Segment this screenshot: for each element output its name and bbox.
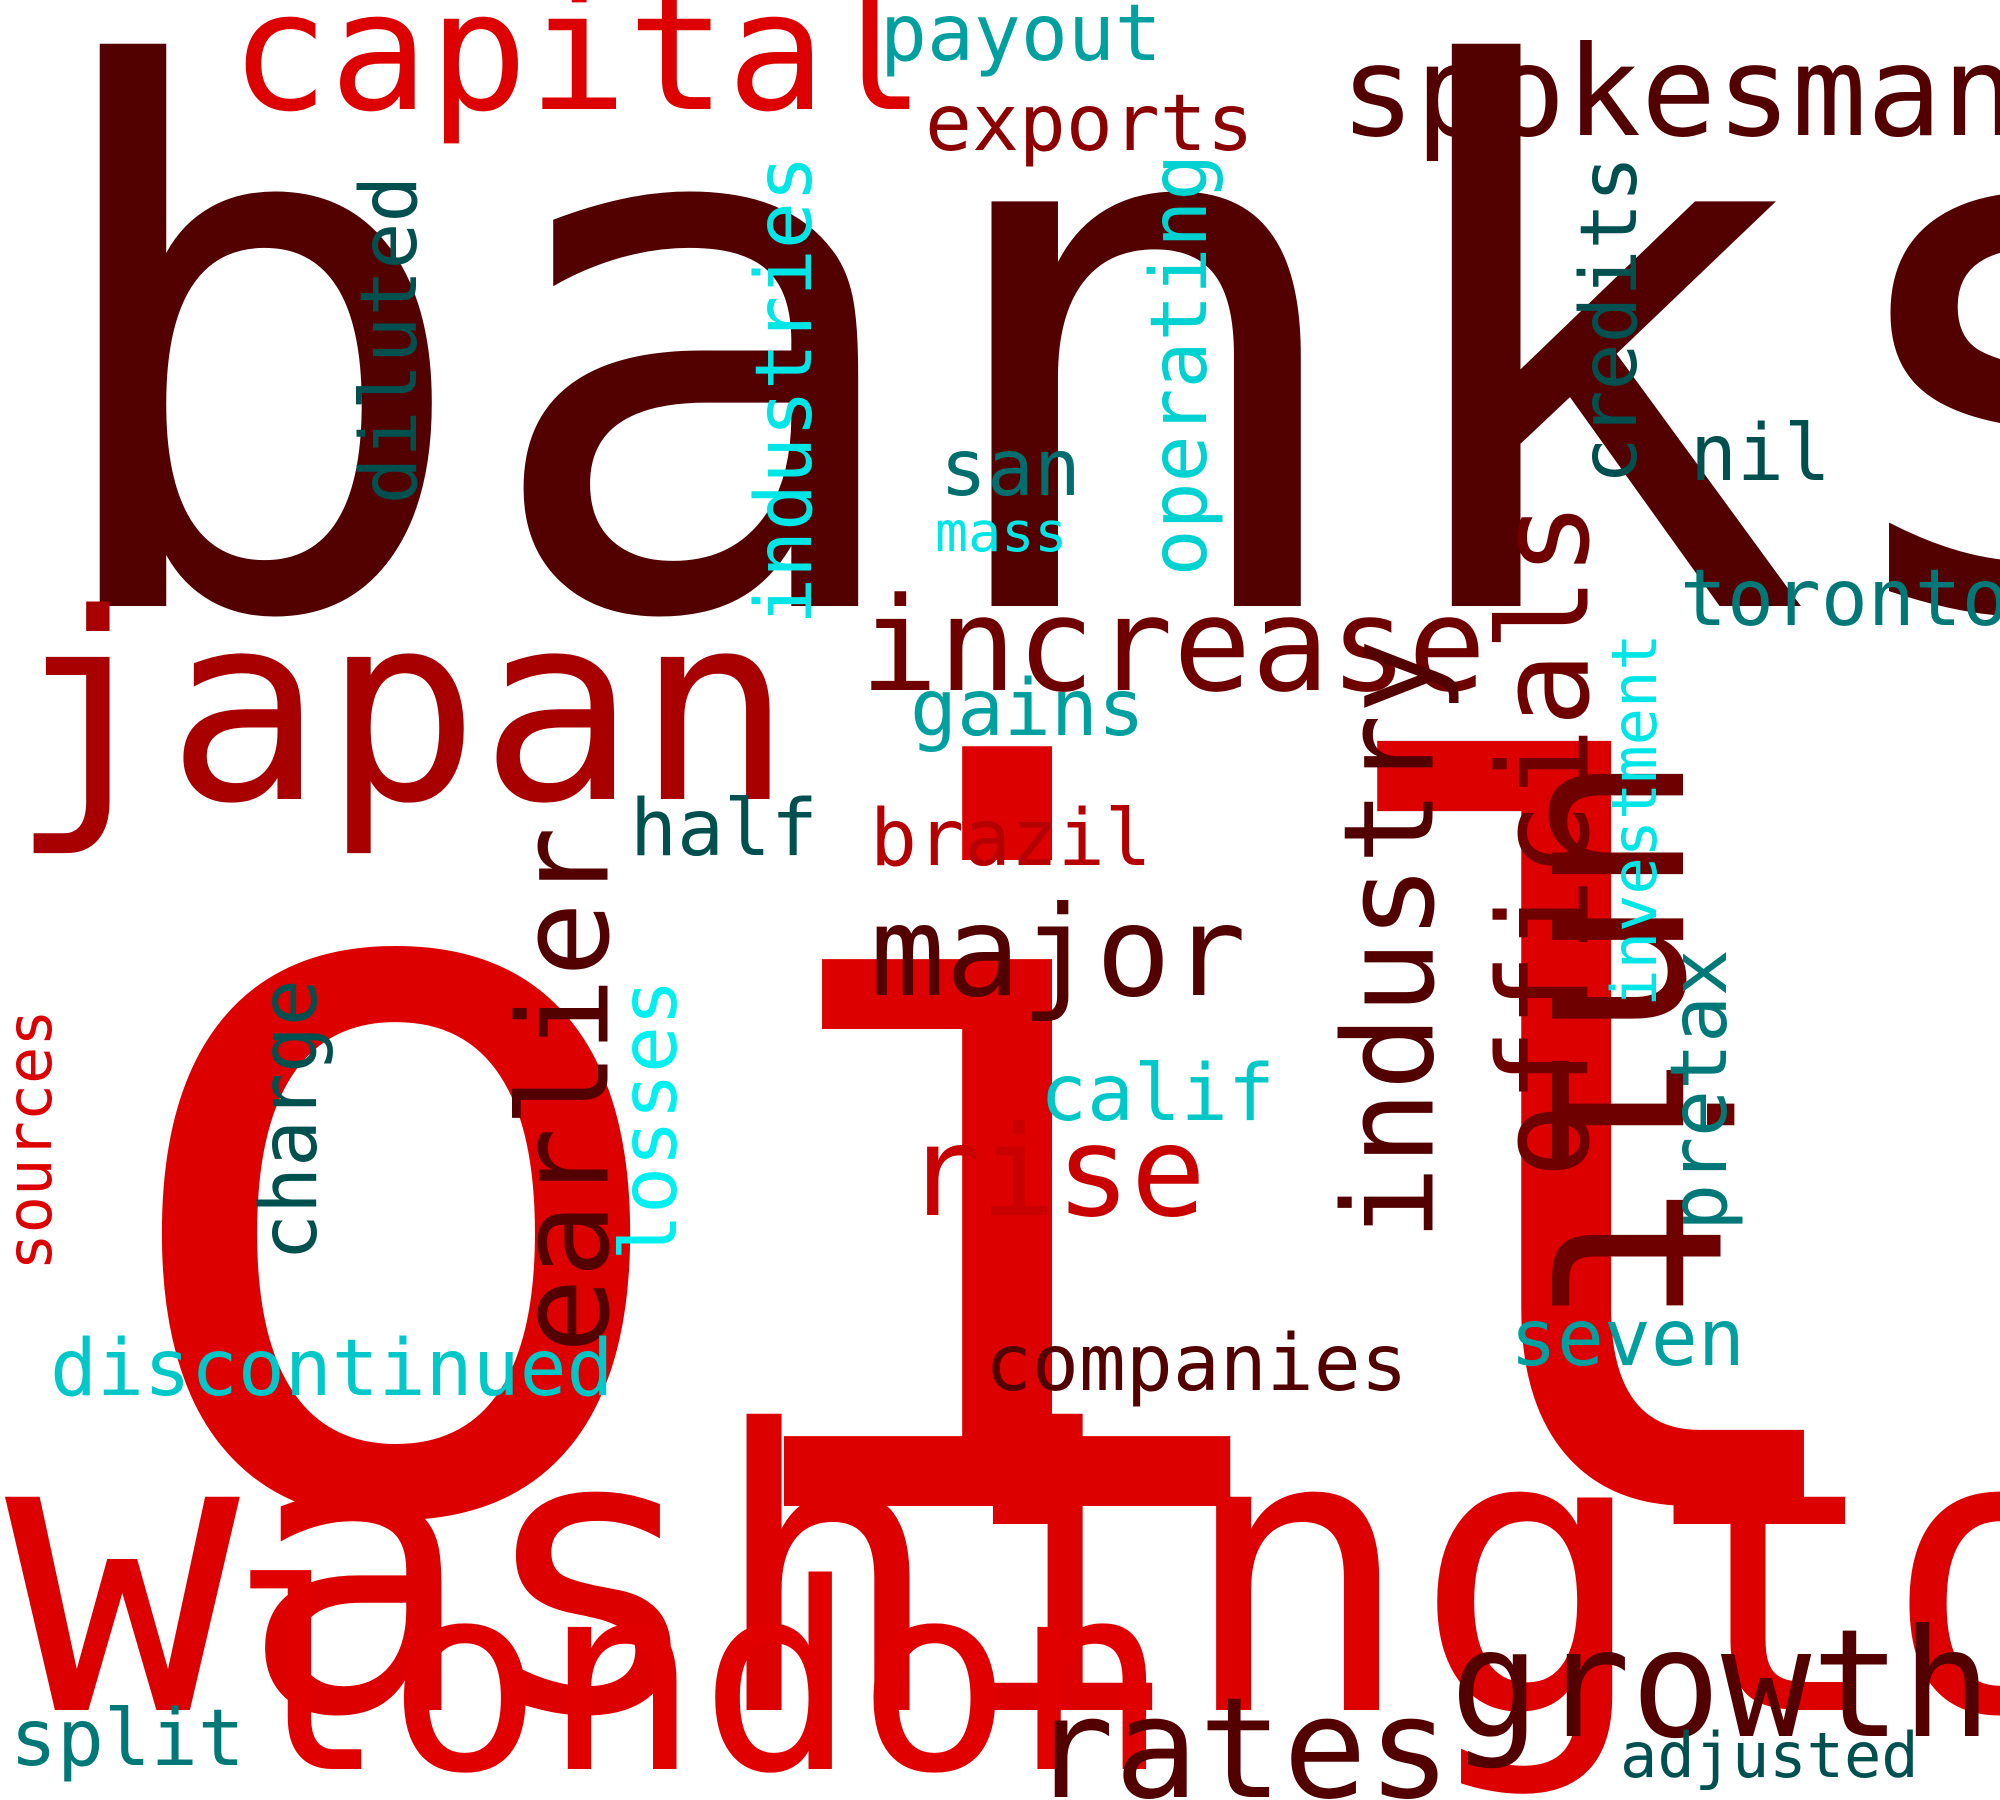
word-seven: seven — [1510, 1294, 1745, 1384]
word-washington: washington — [5, 1348, 2000, 1800]
word-spokesman: spokesman — [1340, 20, 2000, 165]
word-half: half — [630, 784, 818, 874]
word-charge: charge — [245, 979, 335, 1261]
word-major: major — [870, 880, 1247, 1025]
word-rise: rise — [905, 1100, 1207, 1245]
word-officials: officials — [1472, 501, 1618, 1179]
word-brazil: brazil — [870, 794, 1152, 884]
word-san: san — [940, 424, 1081, 514]
word-toronto: toronto — [1680, 554, 2000, 644]
word-london: london — [230, 1529, 1170, 1800]
word-industries: industries — [740, 155, 830, 625]
word-nil: nil — [1690, 409, 1831, 499]
word-companies: companies — [985, 1319, 1408, 1409]
word-split: split — [10, 1694, 245, 1784]
word-banks: banks — [30, 0, 2000, 781]
word-growth: growth — [1450, 1598, 1992, 1772]
word-exports: exports — [925, 79, 1254, 169]
word-adjusted: adjusted — [1620, 1719, 1919, 1792]
word-payout: payout — [880, 0, 1162, 79]
word-increase: increase — [860, 569, 1487, 721]
word-capital: capital — [230, 0, 926, 148]
word-oil: oil — [95, 578, 1902, 1742]
word-credits: credits — [1565, 155, 1655, 485]
word-rates: rates — [1030, 1668, 1452, 1800]
word-discontinued: discontinued — [50, 1324, 614, 1414]
word-diluted: diluted — [345, 175, 435, 505]
word-pretax: pretax — [1655, 949, 1745, 1231]
word-sources: sources — [0, 1009, 66, 1271]
word-japan: japan — [10, 559, 793, 861]
word-industry: industry — [1317, 638, 1463, 1242]
word-operating: operating — [1135, 153, 1225, 577]
word-calif: calif — [1040, 1049, 1275, 1139]
word-gains: gains — [910, 664, 1145, 754]
word-losses: losses — [605, 979, 695, 1261]
word-mass: mass — [935, 500, 1068, 564]
